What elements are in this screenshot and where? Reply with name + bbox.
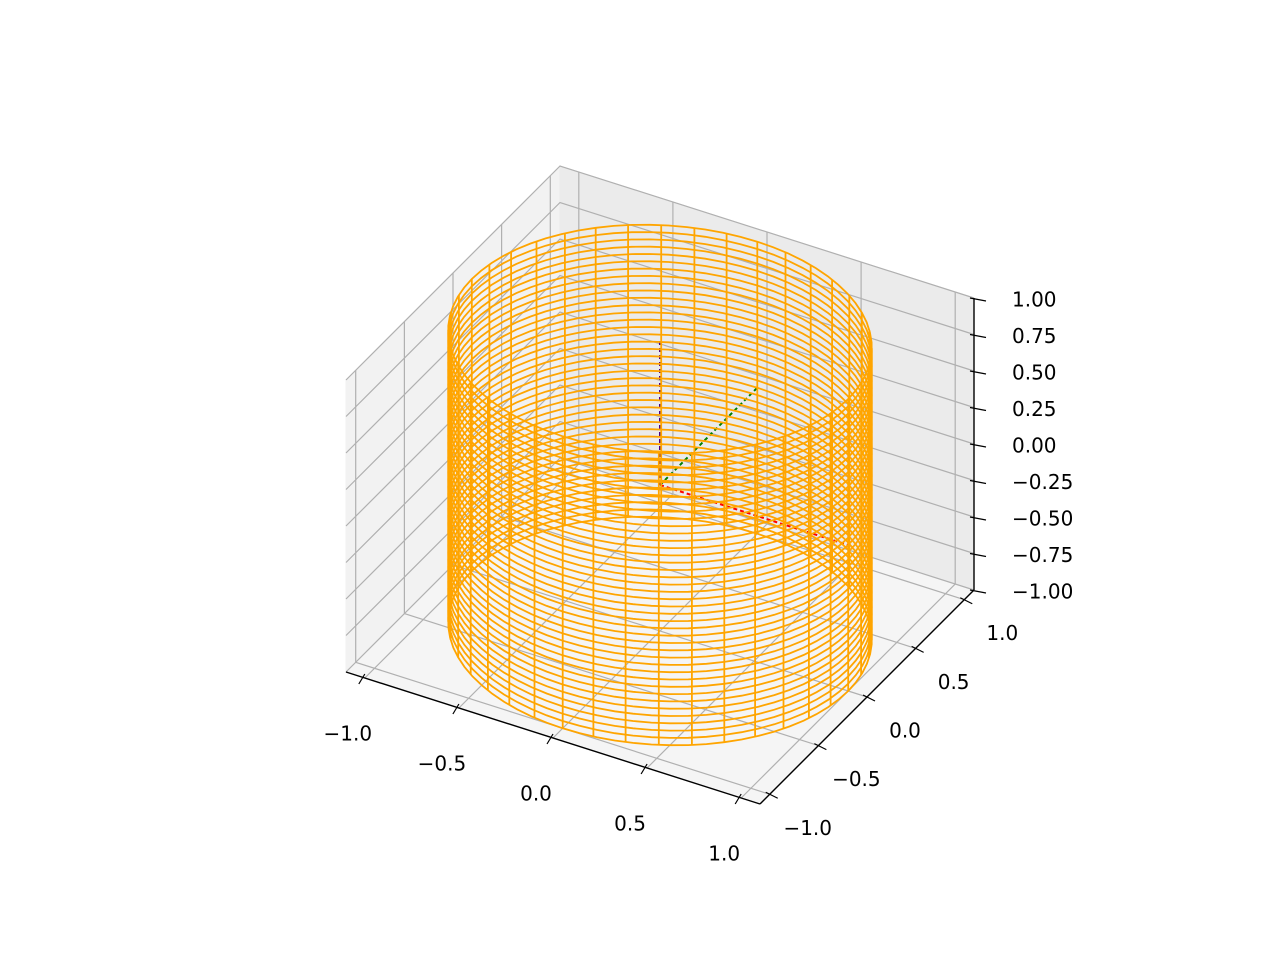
z-tick-label: 0.25 (1012, 397, 1057, 421)
y-tick (765, 791, 778, 799)
x-tick (452, 703, 460, 715)
z-tick-label: 1.00 (1012, 288, 1057, 312)
z-tick-label: 0.75 (1012, 324, 1057, 348)
y-tick (814, 743, 827, 751)
z-tick (969, 479, 987, 485)
x-tick-label: −0.5 (418, 752, 467, 776)
y-tick-label: 1.0 (986, 621, 1018, 645)
x-tick (358, 673, 366, 685)
x-tick (640, 763, 648, 775)
z-tick-label: 0.50 (1012, 361, 1057, 385)
z-tick-label: 0.00 (1012, 434, 1057, 458)
z-tick (969, 297, 987, 302)
y-tick-label: 0.0 (889, 719, 921, 743)
y-tick-label: −0.5 (832, 767, 881, 791)
z-tick (969, 552, 987, 558)
x-tick-label: 1.0 (708, 842, 740, 866)
z-tick (969, 443, 987, 448)
x-tick-label: −1.0 (324, 722, 373, 746)
z-tick (969, 406, 987, 412)
y-tick-label: 0.5 (938, 670, 970, 694)
y-tick-label: −1.0 (783, 816, 832, 840)
x-tick (546, 733, 554, 745)
z-tick (969, 370, 987, 375)
x-tick-label: 0.5 (614, 812, 646, 836)
x-axis (345, 671, 761, 805)
y-axis (759, 589, 975, 805)
y-tick (960, 597, 973, 605)
y-tick (911, 645, 924, 653)
z-tick (969, 333, 987, 339)
line (659, 386, 759, 486)
x-tick-label: 0.0 (520, 782, 552, 806)
x-tick (734, 793, 742, 805)
z-tick-label: −0.75 (1012, 543, 1073, 567)
z-tick-label: −0.50 (1012, 507, 1073, 531)
z-tick (969, 516, 987, 521)
z-tick-label: −0.25 (1012, 470, 1073, 494)
grid-line (345, 165, 975, 381)
z-tick-label: −1.00 (1012, 580, 1073, 604)
line (659, 484, 849, 546)
y-tick (862, 694, 876, 702)
